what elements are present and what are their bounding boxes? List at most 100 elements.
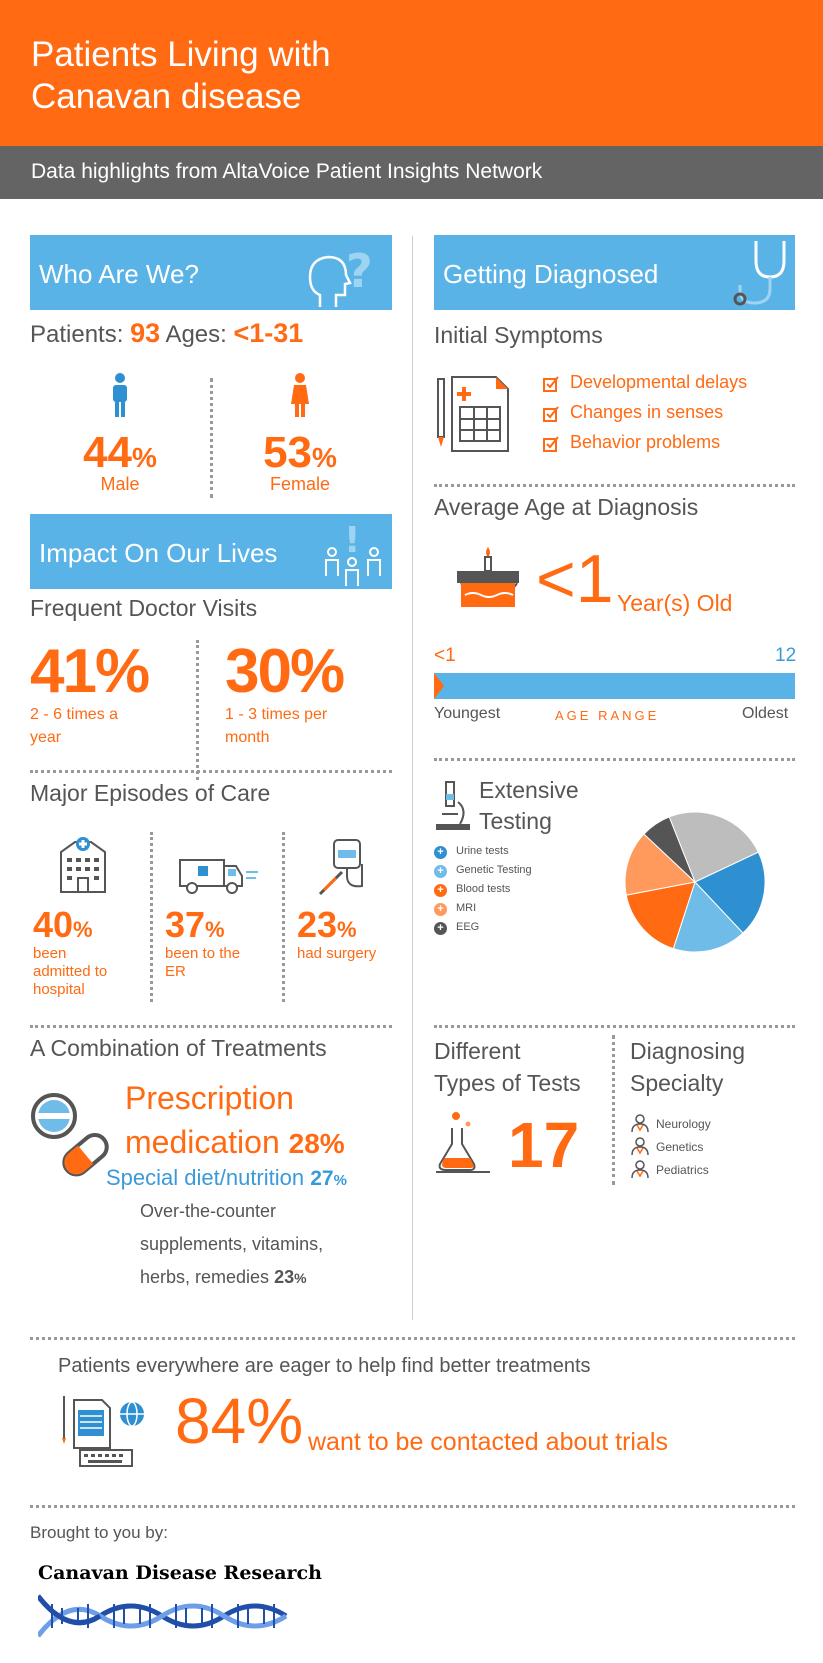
female-label: Female [269,474,331,494]
surgery-percent-sign: % [337,917,357,942]
specialty-item: Genetics [630,1136,790,1158]
title-line-2: Canavan disease [31,77,302,116]
pills-icon [31,1093,109,1177]
impact-heading: Impact On Our Lives [39,538,278,568]
doctor-visits-title: Frequent Doctor Visits [30,595,258,621]
visit1-line1: 2 - 6 times a [30,706,119,723]
legend-item: + MRI [434,901,564,919]
impact-band: Impact On Our Lives ! [30,514,392,589]
specialty-title: Diagnosing Specialty [630,1035,745,1099]
episodes-title: Major Episodes of Care [30,780,271,806]
page-title: Patients Living with Canavan disease [31,34,331,118]
doctor-icon [631,1137,649,1156]
range-min: <1 [434,645,456,666]
subtitle-bar: Data highlights from AltaVoice Patient I… [0,146,823,199]
hospital-icon [60,837,106,893]
tests-divider [612,1035,615,1185]
testing-title: Extensive Testing [479,775,579,837]
female-percent-sign: % [312,442,337,473]
male-percent-sign: % [132,442,157,473]
treatments-title: A Combination of Treatments [30,1035,327,1061]
range-center-label: AGE RANGE [555,708,660,723]
male-percent: 44 [83,428,133,477]
trials-percent: 84% [175,1385,304,1457]
who-are-we-heading: Who Are We? [39,259,199,289]
hospital-text: been admitted to hospital [33,945,107,999]
specialty-list: Neurology Genetics Pediatrics [630,1113,790,1183]
er-line1: been to the [165,945,241,962]
specialty-label: Pediatrics [656,1163,709,1177]
separator [434,758,795,761]
plus-icon: + [434,884,447,897]
legend-label: Blood tests [456,883,511,895]
separator [30,770,392,773]
hospital-line2: admitted to [33,963,108,980]
legend-item: + Genetic Testing [434,863,564,881]
who-are-we-band: Who Are We? ? [30,235,392,310]
column-divider [412,236,413,1320]
diet-percent-sign: % [333,1172,347,1189]
surgery-percent: 23 [297,904,338,945]
prescription-line2: medication [125,1124,280,1160]
specialty-label: Genetics [656,1140,704,1154]
specialty-item: Neurology [630,1113,790,1135]
pie-slice-2 [672,881,744,953]
testing-title-line1: Extensive [479,777,579,803]
legend-label: Urine tests [456,845,509,857]
checkbox-icon [543,376,559,392]
hospital-line3: hospital [33,981,85,998]
patients-summary: Patients: 93 Ages: <1-31 [30,318,303,349]
er-line2: ER [165,963,186,980]
sponsor-logo-text: Canavan Disease Research [38,1562,322,1584]
avg-age-value: <1 [536,541,614,617]
plus-icon: + [434,922,447,935]
specialty-title-line2: Specialty [630,1070,724,1096]
pie-slice-0 [668,811,760,883]
title-line-1: Patients Living with [31,35,331,74]
testing-legend: + Urine tests + Genetic Testing + Blood … [434,844,564,944]
avg-age-unit: Year(s) Old [617,590,733,616]
legend-label: MRI [456,902,477,914]
symptom-label: Behavior problems [570,432,721,452]
diet-label: Special diet/nutrition [106,1165,305,1190]
stethoscope-icon [733,241,786,306]
hospital-percent-sign: % [73,917,93,942]
prescription-percent: 28% [288,1128,345,1159]
age-range-bar [434,673,795,699]
legend-item: + Urine tests [434,844,564,862]
visit2-percent: 30% [225,637,345,706]
range-marker-icon [434,673,444,699]
otc-line1: Over-the-counter [140,1201,277,1221]
symptoms-title: Initial Symptoms [434,322,603,348]
pie-slice-5 [643,816,696,883]
ages-range: <1-31 [233,318,304,348]
computer-documents-icon [62,1396,144,1467]
header-banner: Patients Living with Canavan disease [0,0,823,146]
ages-label: Ages: [165,321,227,348]
range-right-label: Oldest [742,705,789,722]
testing-pie-chart [624,811,766,953]
range-left-label: Youngest [434,705,501,722]
getting-diagnosed-band: Getting Diagnosed [434,235,795,310]
visit1-line2: year [30,729,62,746]
otc-block: Over-the-counter supplements, vitamins, … [140,1195,323,1295]
legend-item: + EEG [434,920,564,938]
er-text: been to the ER [165,945,240,981]
otc-line2: supplements, vitamins, [140,1234,324,1254]
otc-percent: 23 [274,1267,295,1287]
er-percent-sign: % [205,917,225,942]
sponsor-logo: Canavan Disease Research [38,1562,322,1642]
flask-icon [436,1112,490,1173]
medical-chart-icon [437,376,509,452]
prescription-block: Prescription medication 28% [125,1076,345,1166]
diet-block: Special diet/nutrition 27% [106,1165,347,1191]
getting-diagnosed-heading: Getting Diagnosed [443,259,659,289]
plus-icon: + [434,903,447,916]
separator [30,1337,795,1340]
female-icon [291,373,309,417]
visit1-text: 2 - 6 times a year [30,703,118,749]
microscope-icon [436,781,470,830]
episodes-divider-1 [150,832,153,1002]
prescription-line1: Prescription [125,1080,294,1116]
pie-slice-3 [625,881,696,950]
